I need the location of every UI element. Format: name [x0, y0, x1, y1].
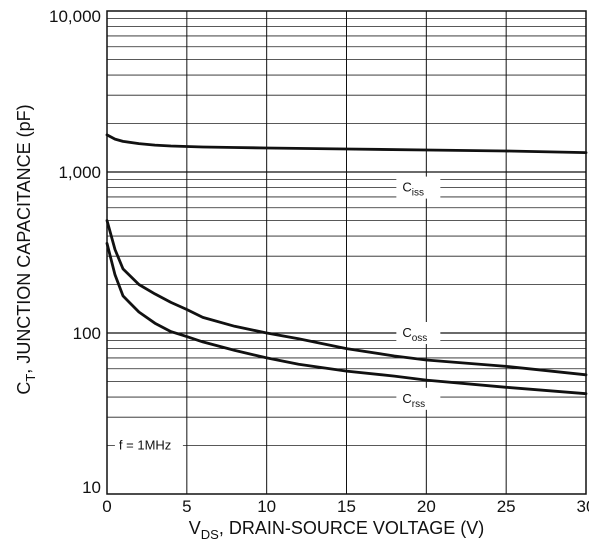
series-label-oss: Coss — [396, 322, 441, 344]
x-tick-label: 25 — [497, 497, 516, 516]
series-label-main: C — [402, 391, 411, 406]
x-tick-label: 10 — [257, 497, 276, 516]
series-label-subscript: iss — [412, 188, 424, 199]
plot-frame — [106, 10, 587, 495]
y-tick-label: 1,000 — [58, 163, 101, 182]
series-label-rss: Crss — [396, 387, 441, 410]
frequency-annotation-text: f = 1MHz — [119, 438, 171, 453]
series-label-text: Crss — [402, 391, 425, 410]
major-gridlines — [107, 11, 586, 494]
y-axis-title-rest: , JUNCTION CAPACITANCE (pF) — [14, 104, 34, 373]
x-axis-title-rest: , DRAIN-SOURCE VOLTAGE (V) — [219, 518, 484, 538]
series-label-text: Ciss — [402, 180, 424, 199]
y-tick-label: 100 — [73, 324, 101, 343]
frequency-annotation-background — [114, 435, 183, 456]
series-label-background — [396, 322, 441, 344]
series-label-main: C — [402, 180, 411, 195]
x-tick-label: 5 — [182, 497, 191, 516]
series-label-background — [396, 387, 441, 410]
series-line-rss — [105, 242, 588, 396]
series-label-subscript: rss — [412, 399, 425, 410]
series-line-oss — [105, 219, 588, 377]
y-axis-title: CT, JUNCTION CAPACITANCE (pF) — [14, 104, 38, 394]
series-label-iss: Ciss — [396, 176, 441, 199]
y-tick-label: 10 — [82, 478, 101, 497]
y-tick-labels: 10 100 1,000 10,000 — [49, 7, 101, 497]
x-axis-title: VDS, DRAIN-SOURCE VOLTAGE (V) — [189, 518, 484, 542]
x-tick-label: 0 — [102, 497, 111, 516]
x-tick-labels: 0 5 10 15 20 25 30 — [102, 497, 589, 516]
y-axis-title-main: C — [14, 382, 34, 395]
series-label-subscript: oss — [412, 333, 428, 344]
x-tick-label: 15 — [337, 497, 356, 516]
frequency-annotation: f = 1MHz — [114, 435, 183, 456]
series-lines — [105, 133, 588, 396]
y-tick-label: 10,000 — [49, 7, 101, 26]
x-axis-title-subscript: DS — [201, 527, 219, 542]
x-tick-label: 30 — [577, 497, 589, 516]
series-label-main: C — [402, 325, 411, 340]
y-axis-title-subscript: T — [23, 374, 38, 382]
series-line-iss — [105, 133, 588, 154]
series-label-background — [396, 176, 441, 199]
x-axis-title-main: V — [189, 518, 201, 538]
x-tick-label: 20 — [417, 497, 436, 516]
series-label-text: Coss — [402, 325, 427, 344]
